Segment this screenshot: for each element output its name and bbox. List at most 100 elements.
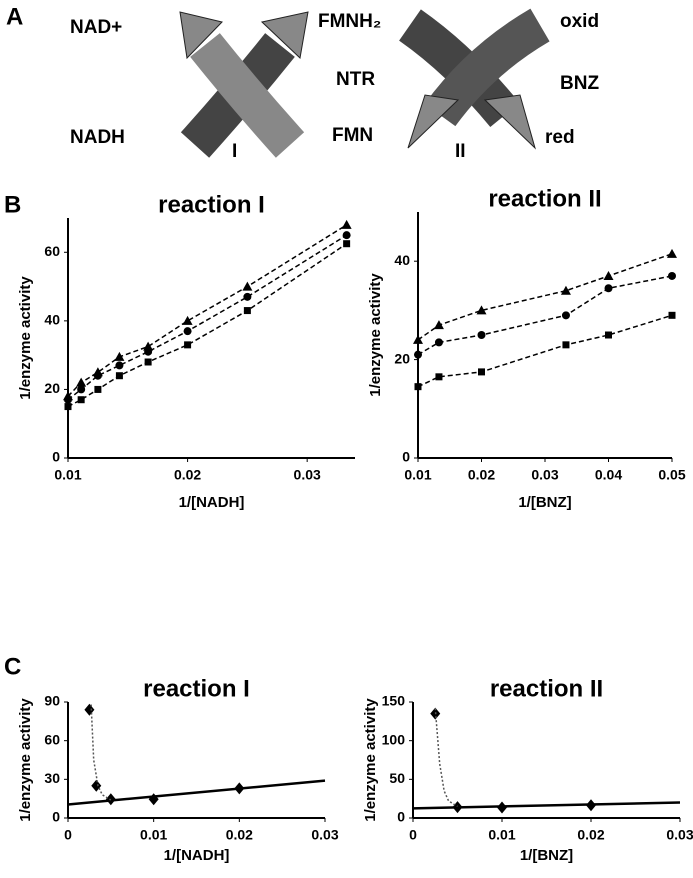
chart-title: reaction II (488, 185, 601, 212)
x-tick-label: 0 (409, 827, 417, 843)
x-axis-label: 1/[NADH] (164, 847, 230, 864)
x-axis-label: 1/[BNZ] (518, 494, 571, 511)
x-tick-label: 0.01 (488, 827, 515, 843)
chart: reaction II 1/[BNZ] 1/enzyme activity 0 50 10… (362, 675, 693, 864)
fit-line (417, 275, 673, 356)
panel-label: C (4, 653, 21, 680)
marker (434, 338, 443, 347)
marker (64, 403, 72, 411)
marker (667, 248, 677, 258)
y-tick-label: 20 (44, 380, 60, 396)
x-tick-label: 0 (64, 827, 72, 843)
fit-line (417, 314, 673, 388)
x-tick-label: 0.03 (531, 467, 558, 483)
x-tick-label: 0.04 (595, 467, 622, 483)
x-tick-label: 0.02 (174, 467, 201, 483)
marker (477, 331, 486, 339)
x-axis-label: 1/[NADH] (179, 494, 245, 511)
fit-line (417, 253, 673, 341)
marker (77, 385, 86, 394)
label: NTR (336, 69, 375, 90)
x-tick-label: 0.03 (311, 827, 338, 843)
x-tick-label: 0.01 (54, 467, 81, 483)
marker (183, 327, 192, 336)
x-tick-label: 0.01 (404, 467, 431, 483)
y-tick-label: 0 (52, 809, 60, 825)
marker (93, 371, 102, 380)
y-axis-label: 1/enzyme activity (362, 698, 379, 822)
marker (115, 372, 123, 380)
marker (478, 368, 485, 376)
y-tick-label: 0 (52, 449, 60, 465)
label: FMN (332, 125, 373, 146)
panel-label: B (4, 191, 21, 218)
marker (562, 341, 570, 349)
diagram: A NAD+ NADH FMNH₂ NTR FMN oxid BNZ red I… (6, 3, 599, 162)
marker (560, 285, 571, 295)
marker (668, 311, 676, 319)
panel-label: A (6, 3, 23, 30)
marker (182, 315, 193, 325)
marker (115, 361, 124, 370)
marker (91, 779, 102, 792)
x-axis-label: 1/[BNZ] (520, 847, 573, 864)
marker (413, 334, 423, 344)
fit-line (90, 704, 112, 801)
y-tick-label: 50 (389, 770, 405, 786)
marker (64, 395, 72, 404)
marker (342, 231, 351, 240)
label: FMNH₂ (318, 11, 381, 32)
label: I (232, 141, 237, 162)
marker (414, 350, 422, 359)
marker (94, 385, 102, 393)
chart-title: reaction II (490, 675, 603, 702)
label: NADH (70, 127, 125, 148)
marker (433, 320, 444, 330)
marker (603, 270, 614, 280)
y-axis-label: 1/enzyme activity (367, 273, 384, 397)
label: oxid (560, 11, 599, 32)
marker (184, 341, 192, 349)
fit-line (412, 801, 681, 810)
y-tick-label: 0 (402, 449, 410, 465)
marker (605, 331, 612, 339)
y-tick-label: 40 (394, 252, 410, 268)
marker (414, 383, 422, 391)
y-tick-label: 100 (382, 731, 406, 747)
marker (242, 281, 253, 291)
chart: reaction II 1/[BNZ] 1/enzyme activity 0 20 40… (367, 185, 686, 511)
label: red (545, 127, 575, 148)
y-tick-label: 20 (394, 350, 410, 366)
marker (604, 284, 613, 293)
y-tick-label: 0 (397, 809, 405, 825)
marker (668, 271, 676, 280)
chart-title: reaction I (143, 675, 250, 702)
x-tick-label: 0.02 (577, 827, 604, 843)
chart-title: reaction I (158, 191, 265, 218)
arrow-head (483, 94, 536, 150)
y-tick-label: 60 (44, 243, 60, 259)
y-tick-label: 60 (44, 731, 60, 747)
marker (144, 358, 152, 366)
marker (84, 703, 95, 716)
marker (144, 347, 153, 356)
fit-line (434, 708, 458, 808)
x-tick-label: 0.02 (226, 827, 253, 843)
fit-line (67, 243, 348, 408)
marker (435, 373, 443, 381)
y-tick-label: 40 (44, 312, 60, 328)
y-tick-label: 150 (382, 693, 406, 709)
marker (341, 219, 352, 229)
marker (476, 305, 487, 315)
x-tick-label: 0.03 (666, 827, 693, 843)
marker (76, 377, 87, 387)
chart: reaction I 1/[NADH] 1/enzyme activity 0 30 60… (17, 675, 339, 864)
y-axis-label: 1/enzyme activity (17, 698, 34, 822)
marker (114, 351, 125, 361)
x-tick-label: 0.02 (468, 467, 495, 483)
marker (77, 396, 85, 404)
marker (243, 292, 252, 301)
fit-line (67, 224, 348, 397)
